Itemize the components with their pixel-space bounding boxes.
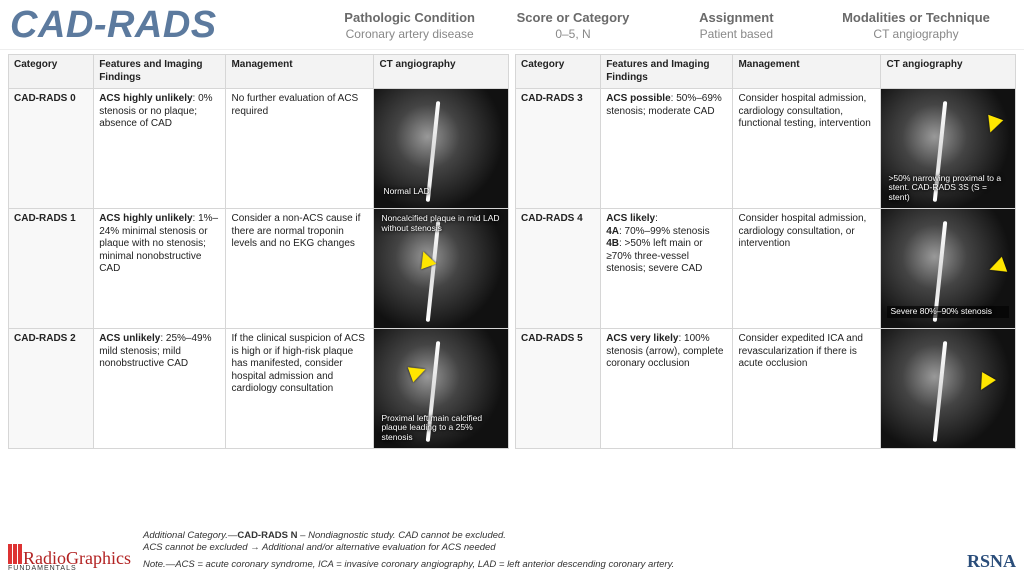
page-title: CAD-RADS — [10, 4, 320, 47]
table-row: CAD-RADS 3ACS possible: 50%–69% stenosis… — [516, 89, 1016, 209]
table-row: CAD-RADS 2ACS unlikely: 25%–49% mild ste… — [9, 329, 509, 449]
arrow-icon — [974, 372, 996, 394]
hcol-0-top: Pathologic Condition — [328, 10, 491, 25]
table-row: CAD-RADS 1ACS highly unlikely: 1%–24% mi… — [9, 209, 509, 329]
right-table: Category Features and Imaging Findings M… — [515, 54, 1016, 449]
ct-caption: >50% narrowing proximal to a stent. CAD-… — [885, 173, 1011, 204]
col-management: Management — [226, 55, 374, 89]
rsna-logo: RSNA — [967, 551, 1016, 572]
hcol-3-top: Modalities or Technique — [818, 10, 1014, 25]
ct-caption: Severe 80%–90% stenosis — [887, 306, 1009, 318]
cell-category: CAD-RADS 5 — [516, 329, 601, 449]
header: CAD-RADS Pathologic Condition Score or C… — [0, 0, 1024, 50]
cell-management: Consider hospital admission, cardiology … — [733, 209, 881, 329]
left-table: Category Features and Imaging Findings M… — [8, 54, 509, 449]
cell-features: ACS unlikely: 25%–49% mild stenosis; mil… — [94, 329, 226, 449]
radiographics-logo: RadioGraphics FUNDAMENTALS — [8, 544, 131, 572]
hcol-1-top: Score or Category — [491, 10, 654, 25]
cell-ct-image: >50% narrowing proximal to a stent. CAD-… — [881, 89, 1016, 209]
arrow-icon — [987, 257, 1008, 278]
cell-management: Consider a non-ACS cause if there are no… — [226, 209, 374, 329]
cell-category: CAD-RADS 1 — [9, 209, 94, 329]
col-management: Management — [733, 55, 881, 89]
table-row: CAD-RADS 0ACS highly unlikely: 0% stenos… — [9, 89, 509, 209]
cell-features: ACS highly unlikely: 0% stenosis or no p… — [94, 89, 226, 209]
cell-features: ACS possible: 50%–69% stenosis; moderate… — [601, 89, 733, 209]
cell-management: Consider hospital admission, cardiology … — [733, 89, 881, 209]
cell-ct-image — [881, 329, 1016, 449]
cell-category: CAD-RADS 3 — [516, 89, 601, 209]
tables-wrap: Category Features and Imaging Findings M… — [0, 50, 1024, 449]
footer: RadioGraphics FUNDAMENTALS Additional Ca… — [8, 530, 1016, 572]
cell-features: ACS highly unlikely: 1%–24% minimal sten… — [94, 209, 226, 329]
hcol-2-sub: Patient based — [655, 27, 818, 41]
cell-ct-image: Normal LAD — [374, 89, 509, 209]
ct-caption: Proximal left main calcified plaque lead… — [378, 413, 504, 444]
cell-category: CAD-RADS 2 — [9, 329, 94, 449]
hcol-2-top: Assignment — [655, 10, 818, 25]
cell-management: If the clinical suspicion of ACS is high… — [226, 329, 374, 449]
col-ct: CT angiography — [374, 55, 509, 89]
hcol-1-sub: 0–5, N — [491, 27, 654, 41]
hcol-3-sub: CT angiography — [818, 27, 1014, 41]
footnotes: Additional Category.—CAD-RADS N – Nondia… — [143, 530, 955, 572]
table-row: CAD-RADS 5ACS very likely: 100% stenosis… — [516, 329, 1016, 449]
arrow-icon — [983, 115, 1004, 136]
header-columns: Pathologic Condition Score or Category A… — [328, 10, 1014, 41]
col-features: Features and Imaging Findings — [601, 55, 733, 89]
ct-caption: Noncalcified plaque in mid LAD without s… — [378, 213, 504, 235]
col-category: Category — [516, 55, 601, 89]
cell-management: No further evaluation of ACS required — [226, 89, 374, 209]
hcol-0-sub: Coronary artery disease — [328, 27, 491, 41]
arrow-icon — [408, 362, 429, 383]
col-features: Features and Imaging Findings — [94, 55, 226, 89]
cell-ct-image: Severe 80%–90% stenosis — [881, 209, 1016, 329]
cell-features: ACS very likely: 100% stenosis (arrow), … — [601, 329, 733, 449]
cell-features: ACS likely:4A: 70%–99% stenosis4B: >50% … — [601, 209, 733, 329]
cell-ct-image: Noncalcified plaque in mid LAD without s… — [374, 209, 509, 329]
cell-category: CAD-RADS 0 — [9, 89, 94, 209]
col-ct: CT angiography — [881, 55, 1016, 89]
col-category: Category — [9, 55, 94, 89]
table-row: CAD-RADS 4ACS likely:4A: 70%–99% stenosi… — [516, 209, 1016, 329]
cell-management: Consider expedited ICA and revasculariza… — [733, 329, 881, 449]
ct-caption: Normal LAD — [380, 186, 432, 198]
cell-ct-image: Proximal left main calcified plaque lead… — [374, 329, 509, 449]
cell-category: CAD-RADS 4 — [516, 209, 601, 329]
